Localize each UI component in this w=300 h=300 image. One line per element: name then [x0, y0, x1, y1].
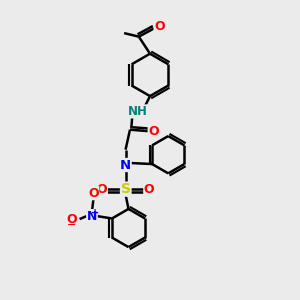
Text: S: S: [121, 182, 130, 196]
Text: O: O: [67, 213, 77, 226]
Text: O: O: [97, 183, 107, 196]
Text: +: +: [92, 208, 100, 218]
Text: O: O: [144, 183, 154, 196]
Text: O: O: [154, 20, 165, 32]
Text: N: N: [87, 210, 97, 223]
Text: −: −: [67, 220, 76, 230]
Text: O: O: [148, 125, 159, 138]
Text: NH: NH: [128, 105, 147, 118]
Text: O: O: [88, 187, 99, 200]
Text: N: N: [120, 158, 131, 172]
